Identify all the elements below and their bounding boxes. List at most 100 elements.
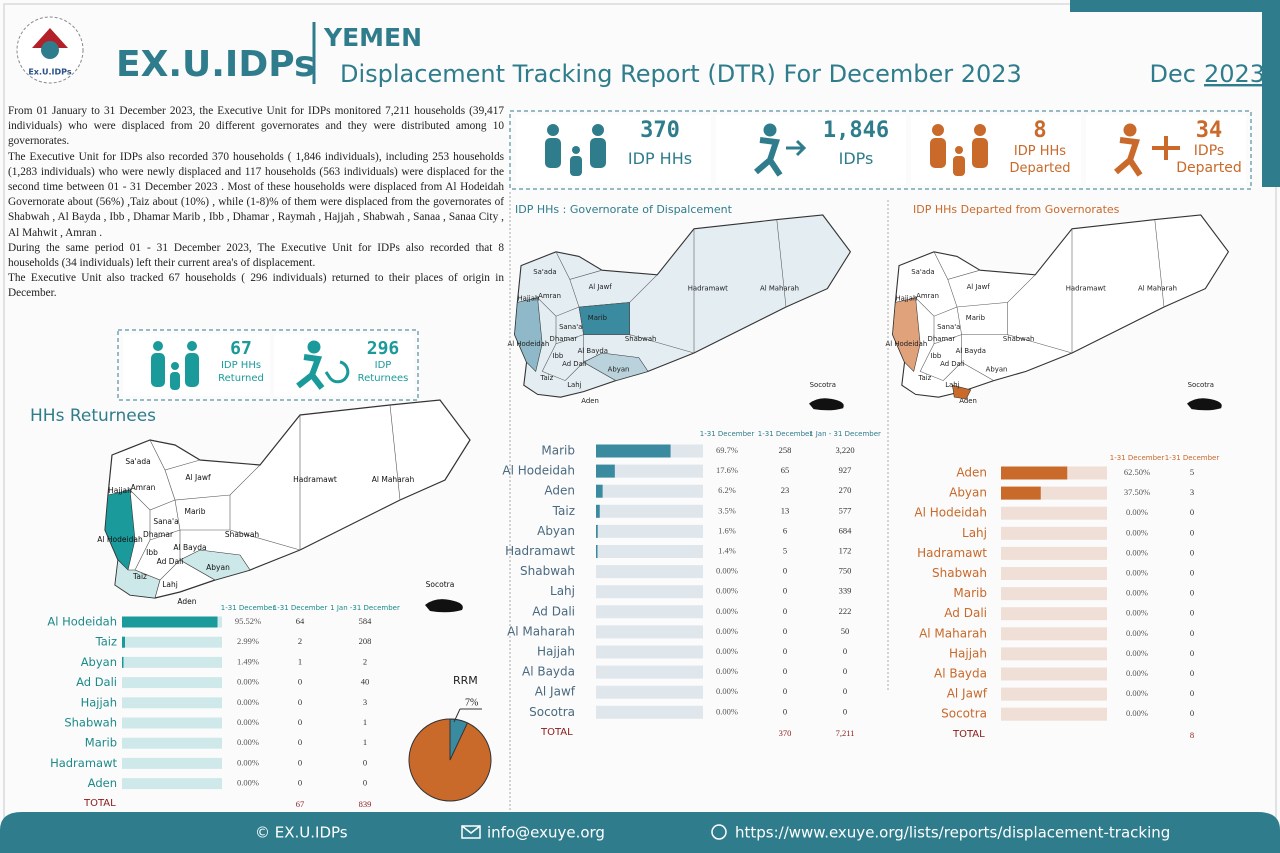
hhs-value: 0 xyxy=(1190,588,1194,598)
bar-track xyxy=(596,685,703,699)
report-year: 2023 xyxy=(1204,60,1265,88)
kpi: 8 IDP HHs Departed xyxy=(996,118,1084,177)
logo-text: Ex.U.IDPs xyxy=(28,68,72,77)
island xyxy=(809,398,844,411)
column-header: 1-31 December xyxy=(1110,454,1165,462)
bar-track xyxy=(1001,546,1107,560)
map-label: Sana'a xyxy=(937,323,960,331)
map-label: Abyan xyxy=(986,366,1008,374)
row-label: Marib xyxy=(953,586,987,600)
total-label: TOTAL xyxy=(540,727,573,738)
individuals-value: 208 xyxy=(359,636,372,646)
hhs-value: 0 xyxy=(1190,668,1194,678)
row-label: Aden xyxy=(956,466,987,480)
share-label: 0.00% xyxy=(237,737,259,747)
bar-track xyxy=(1001,607,1107,621)
hhs-value: 0 xyxy=(1190,628,1194,638)
map-label: Sana'a xyxy=(559,323,582,331)
hhs-value: 0 xyxy=(298,717,302,727)
individuals-value: 0 xyxy=(843,686,847,696)
map-label: Socotra xyxy=(1188,381,1214,389)
hhs-value: 3 xyxy=(1190,487,1194,497)
hhs-value: 258 xyxy=(779,445,792,455)
bar xyxy=(596,504,600,518)
share-label: 0.00% xyxy=(1126,668,1148,678)
bar xyxy=(596,444,671,458)
row-label: Aden xyxy=(88,776,117,790)
bar-track xyxy=(122,697,222,709)
map-label: Marib xyxy=(185,507,206,516)
row-label: Marib xyxy=(541,444,575,458)
bar-track xyxy=(596,524,703,538)
row-label: Lahj xyxy=(962,526,987,540)
bar-track xyxy=(1001,526,1107,540)
bar-track xyxy=(596,504,703,518)
share-label: 1.49% xyxy=(237,656,259,666)
row-label: Ad Dali xyxy=(532,604,575,618)
bar-track xyxy=(596,605,703,619)
bar-track xyxy=(122,737,222,749)
kpi-label: IDP HHs xyxy=(627,149,693,168)
map-label: Shabwah xyxy=(1003,335,1035,343)
runner-icon xyxy=(754,123,807,177)
individuals-value: 0 xyxy=(363,757,367,767)
map-label: Aden xyxy=(581,397,599,405)
report-title: Displacement Tracking Report (DTR) For D… xyxy=(340,60,1022,88)
kpi-value: 296 xyxy=(366,338,400,359)
share-label: 3.5% xyxy=(718,505,736,515)
hhs-value: 13 xyxy=(781,505,790,515)
map-label: Al Hodeidah xyxy=(97,535,143,544)
map-label: Al Hodeidah xyxy=(886,340,928,348)
individuals-value: 3 xyxy=(363,697,367,707)
column-header: 1-31 December xyxy=(700,430,755,438)
brand: EX.U.IDPs xyxy=(116,44,315,85)
returnee-kpi-box xyxy=(117,329,419,401)
kpi: 370 IDP HHs xyxy=(610,118,710,168)
hhs-value: 2 xyxy=(298,636,302,646)
map-label: Sana'a xyxy=(153,517,178,526)
row-label: Abyan xyxy=(949,486,987,500)
map-label: Shabwah xyxy=(625,335,657,343)
family-icon xyxy=(930,124,988,176)
footer-copyright: © EX.U.IDPs xyxy=(255,824,348,842)
share-label: 0.00% xyxy=(1126,527,1148,537)
map-label: Ibb xyxy=(930,352,941,360)
row-label: Taiz xyxy=(552,504,575,518)
share-label: 0.00% xyxy=(1126,688,1148,698)
share-label: 0.00% xyxy=(237,677,259,687)
corner-band xyxy=(1070,0,1280,12)
map-label: Hajjah xyxy=(108,486,132,495)
share-label: 0.00% xyxy=(716,566,738,576)
total-hhs: 8 xyxy=(1190,730,1194,740)
map-label: Al Hodeidah xyxy=(508,340,550,348)
total-label: TOTAL xyxy=(83,798,116,809)
bar-track xyxy=(122,636,222,648)
section-title: HHs Returnees xyxy=(30,406,156,426)
row-label: Ad Dali xyxy=(76,675,117,689)
hhs-value: 0 xyxy=(783,666,787,676)
hhs-value: 0 xyxy=(298,757,302,767)
footer-band xyxy=(0,812,1280,853)
map-label: Dhamar xyxy=(143,530,174,539)
bar-track xyxy=(1001,627,1107,641)
map-label: Socotra xyxy=(810,381,836,389)
map-outline xyxy=(514,214,852,398)
share-label: 0.00% xyxy=(716,706,738,716)
hhs-value: 0 xyxy=(298,677,302,687)
map-label: Al Bayda xyxy=(578,347,608,355)
hhs-value: 0 xyxy=(783,706,787,716)
map-label: Al Jawf xyxy=(967,283,991,291)
hhs-value: 0 xyxy=(783,646,787,656)
share-label: 0.00% xyxy=(1126,648,1148,658)
column-header: 1 Jan - 31 December xyxy=(809,430,881,438)
column-header: 1-31 December xyxy=(273,604,328,612)
kpi: 34 IDPs Departed xyxy=(1170,118,1248,177)
individuals-value: 222 xyxy=(839,606,852,616)
kpi-label: IDP Returnees xyxy=(357,360,409,384)
share-label: 0.00% xyxy=(1126,608,1148,618)
row-label: Hadramawt xyxy=(505,544,575,558)
map-label: Al Jawf xyxy=(185,473,211,482)
map-label: Marib xyxy=(966,314,985,322)
